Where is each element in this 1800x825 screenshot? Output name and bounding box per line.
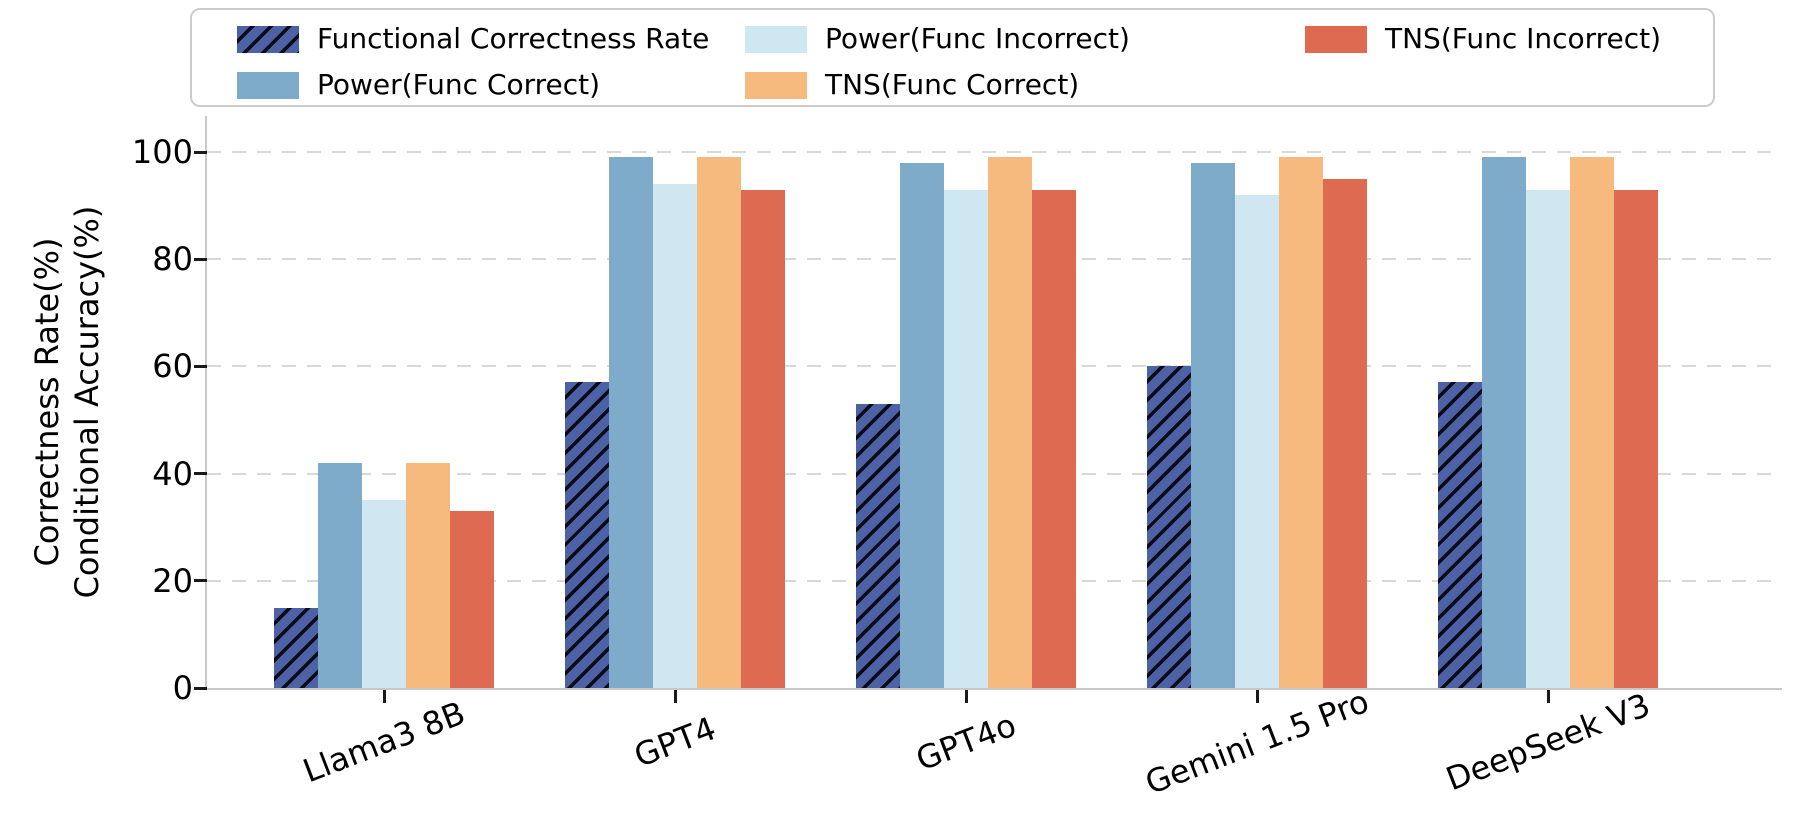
bar-deepseek-v3-tns-func-correct [1570,157,1614,688]
bar-gpt4-power-func-correct [609,157,653,688]
legend-label: TNS(Func Incorrect) [1385,22,1662,55]
y-tick-label: 20 [152,561,193,600]
bar-gpt4o-tns-func-correct [988,157,1032,688]
y-tick-label: 0 [172,669,193,707]
legend-label: Power(Func Incorrect) [825,22,1130,55]
bar-deepseek-v3-power-func-correct [1482,157,1526,688]
x-category-label-gpt4o: GPT4o [910,705,1022,779]
y-axis-label: Correctness Rate(%) Conditional Accuracy… [27,82,107,722]
bar-gpt4o-tns-func-incorrect [1032,189,1076,688]
y-tick-mark [194,579,207,583]
legend-swatch-tns-func-incorrect-icon [1305,25,1367,53]
bar-llama3-8b-tns-func-correct [406,462,450,688]
y-tick-label: 100 [131,133,193,171]
bar-gemini-1-5-pro-power-func-correct [1191,162,1235,688]
bar-deepseek-v3-power-func-incorrect [1526,189,1570,688]
bar-gpt4-tns-func-correct [697,157,741,688]
y-axis-spine [205,116,207,690]
bar-gpt4o-functional-correctness-rate [856,403,900,688]
legend-item-tns-func-incorrect: TNS(Func Incorrect) [1305,22,1661,56]
x-category-label-llama3-8b: Llama3 8B [297,693,471,791]
legend-item-power-func-correct: Power(Func Correct) [237,68,600,102]
bar-gpt4o-power-func-correct [900,162,944,688]
bar-gpt4-tns-func-incorrect [741,189,785,688]
y-tick-mark [194,257,207,261]
bar-gemini-1-5-pro-functional-correctness-rate [1147,366,1191,688]
legend-swatch-power-func-incorrect-icon [745,25,807,53]
legend: Functional Correctness Rate Power(Func Co… [190,8,1715,107]
legend-swatch-tns-func-correct-icon [745,71,807,99]
x-tick-mark [673,690,677,703]
y-axis-label-line-1: Correctness Rate(%) [28,237,66,567]
x-category-label-gpt4: GPT4 [628,709,722,775]
y-axis-label-line-2: Conditional Accuracy(%) [68,205,106,599]
legend-item-functional-correctness-rate: Functional Correctness Rate [237,22,709,56]
y-tick-mark [194,364,207,368]
bar-gpt4-functional-correctness-rate [565,382,609,688]
bar-gemini-1-5-pro-power-func-incorrect [1235,194,1279,688]
x-tick-mark [1255,690,1259,703]
legend-item-power-func-incorrect: Power(Func Incorrect) [745,22,1130,56]
bar-llama3-8b-power-func-correct [318,462,362,688]
legend-label: Functional Correctness Rate [317,22,710,55]
y-tick-mark [194,686,207,690]
legend-item-tns-func-correct: TNS(Func Correct) [745,68,1079,102]
bar-llama3-8b-tns-func-incorrect [450,511,494,688]
bar-gemini-1-5-pro-tns-func-correct [1279,157,1323,688]
y-tick-mark [194,472,207,476]
x-tick-mark [964,690,968,703]
bar-llama3-8b-power-func-incorrect [362,500,406,688]
bar-deepseek-v3-tns-func-incorrect [1614,189,1658,688]
gridline-100 [207,151,1782,153]
legend-label: Power(Func Correct) [317,68,601,101]
y-tick-mark [194,150,207,154]
x-tick-mark [382,690,386,703]
bar-deepseek-v3-functional-correctness-rate [1438,382,1482,688]
bar-gemini-1-5-pro-tns-func-incorrect [1323,178,1367,688]
bar-gpt4-power-func-incorrect [653,184,697,688]
bar-llama3-8b-functional-correctness-rate [274,607,318,688]
legend-swatch-functional-correctness-rate-icon [237,25,299,53]
y-tick-label: 40 [152,454,193,493]
y-tick-label: 80 [152,240,193,279]
legend-swatch-power-func-correct-icon [237,71,299,99]
x-axis-spine [205,688,1782,690]
bar-gpt4o-power-func-incorrect [944,189,988,688]
x-tick-mark [1546,690,1550,703]
y-tick-label: 60 [152,347,193,386]
legend-label: TNS(Func Correct) [825,68,1080,101]
